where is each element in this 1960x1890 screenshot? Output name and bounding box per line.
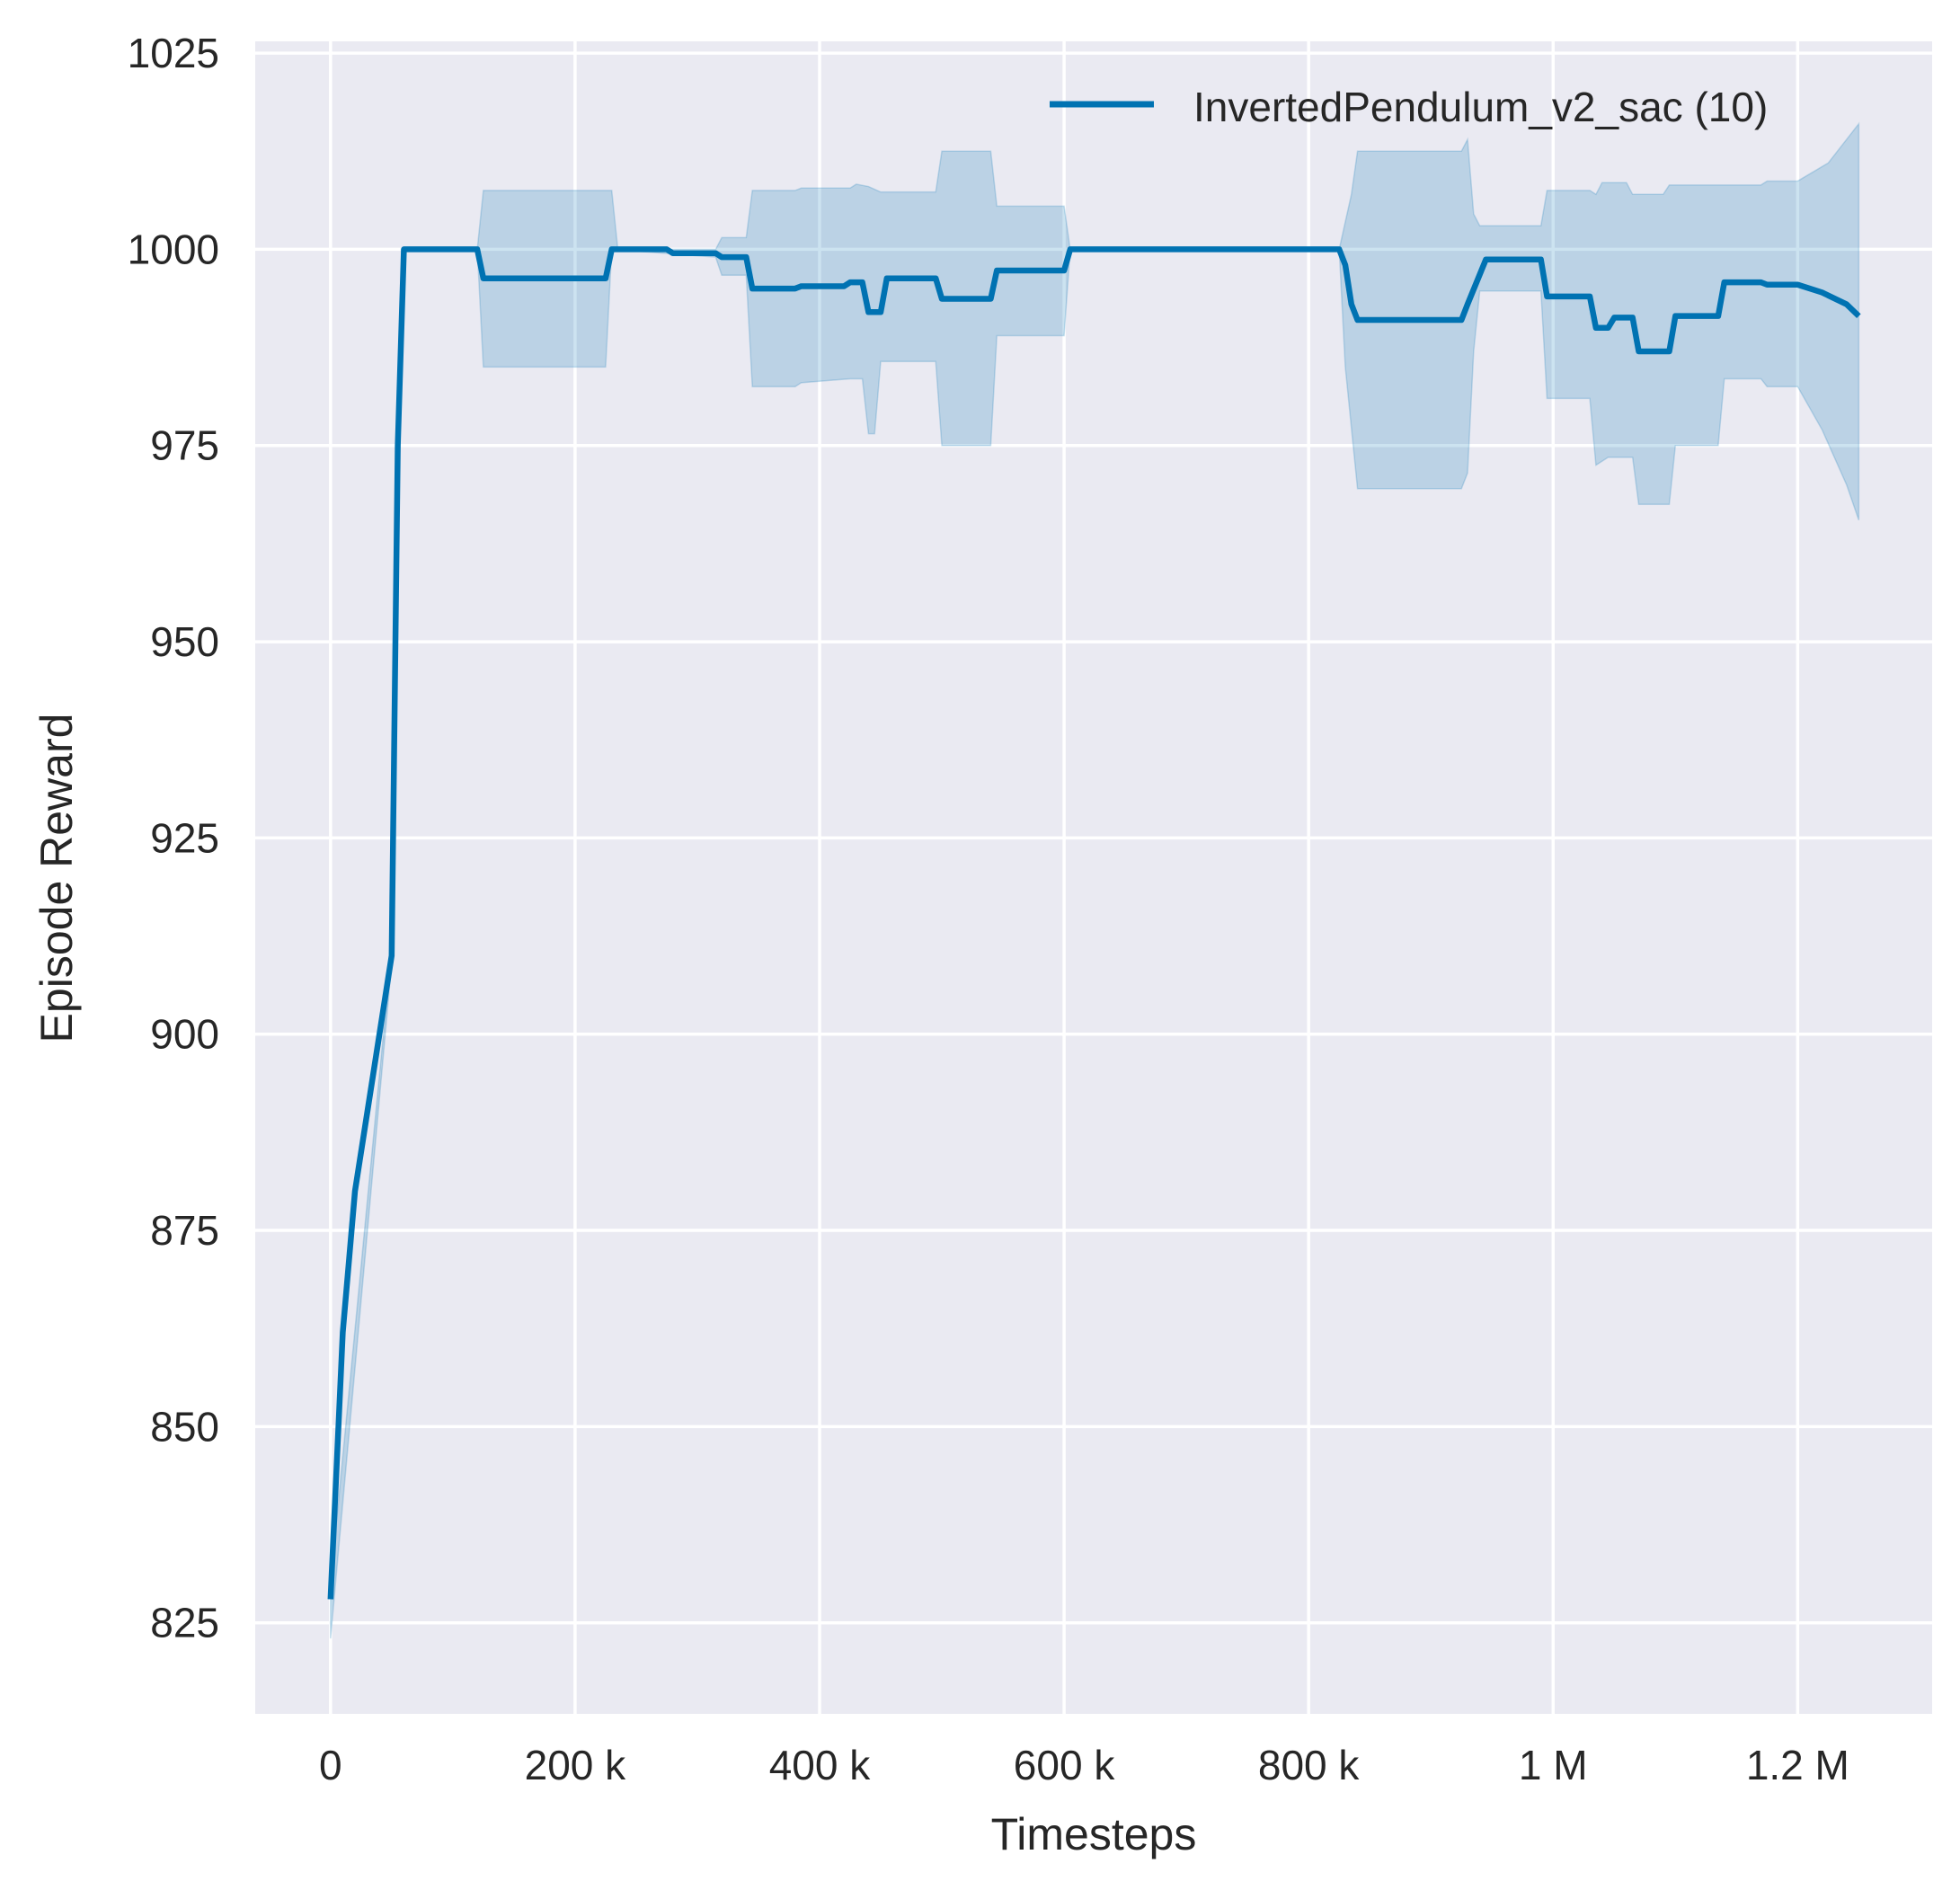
marks <box>327 121 1861 1639</box>
x-tick-label: 400 k <box>769 1742 872 1788</box>
x-tick-label: 800 k <box>1258 1742 1361 1788</box>
y-tick-label: 925 <box>150 814 219 861</box>
y-tick-label: 1000 <box>128 226 219 272</box>
y-tick-label: 900 <box>150 1011 219 1058</box>
tick-labels: 0 200 k 400 k 600 k 800 k 1 M 1.2 M 825 850 875 90… <box>128 30 1849 1788</box>
mean-line <box>327 246 1861 1600</box>
y-tick-label: 825 <box>150 1600 219 1646</box>
y-axis-label: Episode Reward <box>31 714 82 1043</box>
y-tick-label: 950 <box>150 618 219 665</box>
y-tick-label: 1025 <box>128 30 219 76</box>
plot-background <box>255 41 1932 1714</box>
x-tick-label: 1 M <box>1519 1742 1588 1788</box>
legend-label: InvertedPendulum_v2_sac (10) <box>1193 84 1768 130</box>
y-tick-label: 875 <box>150 1207 219 1254</box>
x-tick-label: 0 <box>319 1742 342 1788</box>
legend: InvertedPendulum_v2_sac (10) <box>1050 84 1768 130</box>
y-tick-label: 850 <box>150 1403 219 1450</box>
x-tick-label: 1.2 M <box>1746 1742 1849 1788</box>
x-tick-label: 600 k <box>1014 1742 1116 1788</box>
y-tick-label: 975 <box>150 422 219 469</box>
x-axis-label: Timesteps <box>991 1809 1197 1859</box>
x-tick-label: 200 k <box>525 1742 627 1788</box>
